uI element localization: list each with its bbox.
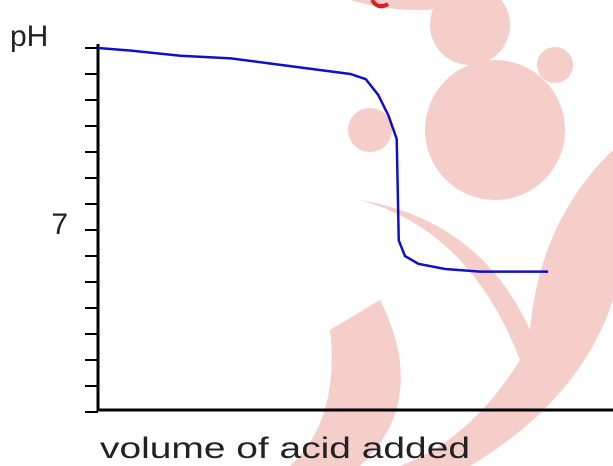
x-axis-label: volume of acid added <box>100 432 470 465</box>
watermark-mark <box>370 0 390 9</box>
y-tick-label: 7 <box>51 208 68 241</box>
y-axis-label: pH <box>10 20 48 53</box>
titration-curve <box>97 46 549 273</box>
watermark <box>290 0 613 466</box>
